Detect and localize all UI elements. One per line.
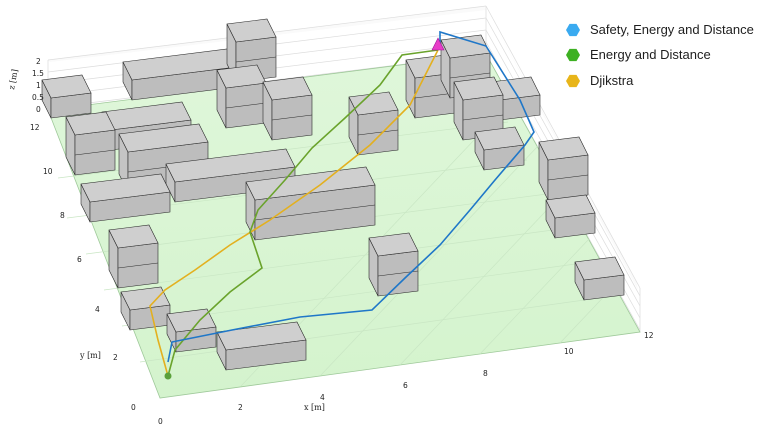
block-face: [41, 74, 92, 99]
z-tick: 1.5: [32, 69, 44, 78]
x-axis-label: x [m]: [304, 403, 325, 412]
legend-label: Energy and Distance: [590, 47, 711, 62]
z-tick: 1: [36, 81, 41, 90]
x-axis: 0 2 4 6 8 10 12 x [m]: [158, 331, 654, 426]
block-face: [574, 256, 625, 281]
block-face: [538, 136, 589, 161]
z-axis: 0 0.5 1 1.5 2 z [m]: [7, 57, 44, 114]
x-tick: 8: [483, 369, 488, 378]
z-tick: 0: [36, 105, 41, 114]
dijkstra-path: [149, 49, 439, 377]
block-face: [262, 76, 313, 101]
z-tick: 2: [36, 57, 41, 66]
x-tick: 10: [564, 347, 574, 356]
x-tick: 6: [403, 381, 408, 390]
block-face: [226, 18, 277, 43]
legend-label: Safety, Energy and Distance: [590, 22, 754, 37]
block-face: [245, 166, 376, 201]
block-face: [216, 64, 267, 89]
block-face: [166, 308, 217, 333]
y-tick: 8: [60, 211, 65, 220]
legend-item-safety: Safety, Energy and Distance: [566, 22, 754, 37]
z-axis-label: z [m]: [7, 69, 19, 91]
y-tick: 2: [113, 353, 118, 362]
y-tick: 12: [30, 123, 40, 132]
block-face: [453, 76, 504, 101]
legend: Safety, Energy and Distance Energy and D…: [566, 22, 754, 88]
legend-hexagon-icon: [566, 23, 580, 37]
y-tick: 0: [131, 403, 136, 412]
legend-label: Djikstra: [590, 73, 634, 88]
y-tick: 6: [77, 255, 82, 264]
energy-distance-path: [167, 49, 439, 377]
safety-energy-distance-path: [167, 30, 535, 363]
y-axis: 0 2 4 6 8 10 12 y [m]: [30, 123, 136, 412]
goal-marker: [431, 37, 445, 51]
legend-item-dijkstra: Djikstra: [566, 73, 634, 88]
block-face: [165, 148, 296, 183]
block-face: [545, 194, 596, 219]
y-tick: 4: [95, 305, 100, 314]
block-face: [118, 123, 209, 153]
legend-item-energy: Energy and Distance: [566, 47, 711, 62]
start-marker: [164, 372, 172, 380]
block-face: [65, 111, 116, 136]
x-tick: 12: [644, 331, 654, 340]
block-face: [80, 173, 171, 203]
block-face: [474, 126, 525, 151]
x-tick: 0: [158, 417, 163, 426]
z-tick: 0.5: [32, 93, 44, 102]
block-face: [120, 286, 171, 311]
x-tick: 4: [320, 393, 325, 402]
y-axis-label: y [m]: [79, 351, 101, 360]
block-face: [368, 232, 419, 257]
block-face: [348, 91, 399, 116]
block-face: [440, 34, 491, 59]
block-face: [108, 224, 159, 249]
y-tick: 10: [43, 167, 53, 176]
x-tick: 2: [238, 403, 243, 412]
legend-hexagon-icon: [566, 74, 580, 88]
legend-hexagon-icon: [566, 48, 580, 62]
block-face: [216, 321, 307, 351]
